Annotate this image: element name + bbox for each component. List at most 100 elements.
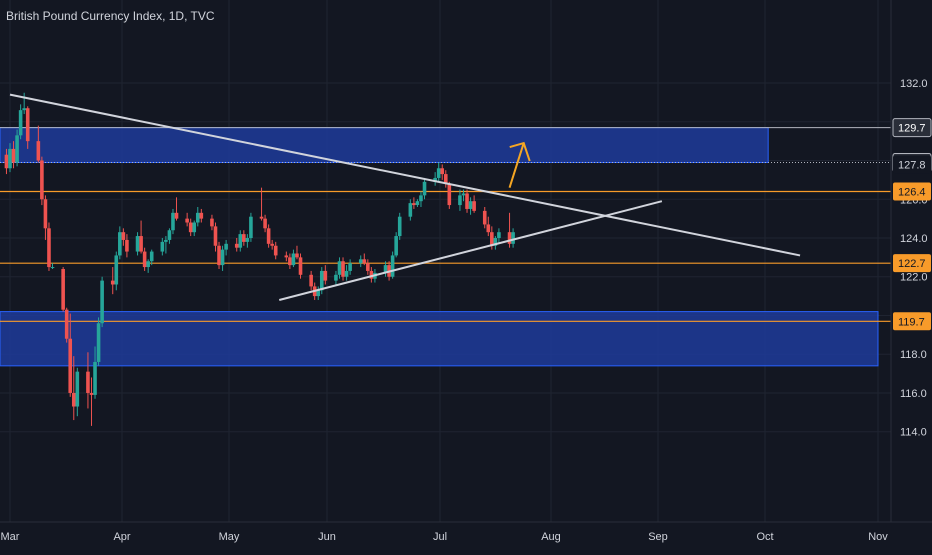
candle-body [71, 392, 76, 407]
candle-body [11, 148, 16, 163]
y-tick-label: 132.0 [900, 78, 928, 90]
candle-body [291, 253, 296, 266]
candle-body [288, 257, 292, 266]
candle-body [171, 212, 175, 231]
candle-body [440, 168, 445, 175]
candle [171, 208, 175, 235]
candle-body [266, 228, 271, 244]
candle-body [270, 243, 274, 246]
candle-body [507, 232, 512, 244]
candle-body [436, 168, 441, 178]
candle [408, 199, 413, 221]
candle-body [93, 361, 97, 395]
y-tick-label: 114.0 [900, 427, 927, 439]
candle [8, 143, 12, 173]
candle [96, 317, 101, 366]
y-tick-label: 124.0 [900, 233, 928, 245]
candle-body [199, 212, 204, 219]
candle-body [142, 251, 147, 268]
candle [468, 197, 473, 215]
candle [440, 164, 445, 180]
candle [366, 259, 370, 275]
candle-body [110, 280, 115, 285]
candle-body [390, 255, 395, 277]
candle-body [224, 243, 228, 250]
candle [497, 228, 501, 244]
candle-body [185, 218, 189, 223]
candle-body [160, 241, 165, 252]
candle-body [433, 177, 437, 182]
candle-body [61, 268, 65, 310]
trendline [279, 200, 663, 301]
candle [71, 356, 76, 421]
price-label-badge [893, 155, 931, 174]
trendline [9, 93, 801, 257]
candle [436, 162, 441, 182]
x-tick-label: Oct [756, 531, 773, 543]
candle-body [18, 110, 23, 136]
candle [334, 270, 338, 285]
candle-body [139, 236, 143, 252]
candle-body [100, 280, 104, 324]
candle [36, 125, 41, 163]
candle-body [174, 212, 179, 219]
candle [195, 207, 200, 227]
candle-body [64, 309, 69, 339]
candle [341, 257, 345, 281]
candle-body [461, 193, 466, 196]
candle [149, 249, 154, 266]
candle [419, 191, 423, 208]
candle-body [195, 212, 200, 223]
candle-body [96, 323, 101, 362]
candle-body [323, 270, 328, 281]
candle [270, 239, 274, 250]
price-axis-panel [891, 0, 932, 550]
candle [316, 286, 321, 300]
candle [390, 251, 395, 279]
candle-body [8, 148, 12, 169]
candle [507, 212, 512, 248]
candle [288, 253, 292, 269]
candle-body [348, 263, 352, 271]
x-tick-label: Sep [648, 531, 668, 543]
candle-body [75, 371, 80, 407]
candle-body [167, 230, 172, 240]
candle [43, 195, 48, 240]
candle-body [40, 160, 44, 200]
candle [447, 181, 452, 209]
candle-body [337, 261, 342, 275]
candle-body [15, 135, 19, 163]
candle-body [86, 371, 90, 393]
candle-body [419, 195, 423, 202]
candle-body [334, 274, 338, 281]
candle [110, 267, 115, 295]
candle [344, 265, 349, 281]
candle [362, 253, 367, 266]
candle-body [220, 249, 225, 266]
candle-body [358, 259, 363, 264]
candle-body [422, 181, 427, 196]
candle [397, 212, 402, 240]
candle [68, 313, 73, 397]
candle-body [394, 236, 398, 256]
candle-body [114, 255, 119, 285]
candle [323, 265, 328, 285]
candle [160, 238, 165, 256]
candle-body [383, 265, 388, 273]
candle-body [217, 245, 221, 266]
price-label-badge [893, 312, 931, 331]
candle [146, 259, 150, 273]
candle [295, 245, 299, 260]
candle-body [22, 108, 26, 111]
candle-body [68, 338, 73, 393]
candle-body [210, 218, 214, 227]
candle-body [511, 232, 515, 244]
candle [511, 228, 515, 248]
price-label-badge [893, 182, 931, 201]
candle-body [366, 263, 370, 271]
candle-body [408, 203, 413, 217]
candle-body [493, 238, 498, 246]
x-tick-label: Aug [541, 531, 561, 543]
